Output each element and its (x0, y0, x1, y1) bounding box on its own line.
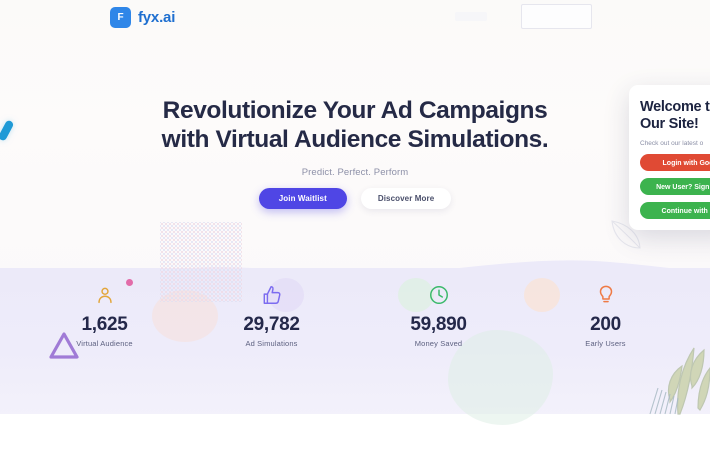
stat-value: 1,625 (81, 314, 128, 335)
stats-row: 1,625 Virtual Audience 29,782 Ad Simulat… (0, 278, 710, 348)
continue-with-email-button[interactable]: Continue with E (640, 202, 710, 219)
clock-icon (384, 278, 494, 312)
stat-early-users: 200 Early Users (551, 278, 661, 348)
hero-headline-line-1: Revolutionize Your Ad Campaigns (162, 97, 548, 124)
brand-logo[interactable]: F fyx.ai (110, 7, 175, 28)
hero-headline: Revolutionize Your Ad Campaigns with Vir… (0, 96, 710, 154)
background-bottom-band (0, 414, 710, 450)
modal-title-line-1: Welcome to (640, 99, 710, 115)
lilac-blob-decoration (268, 278, 304, 312)
stat-label: Early Users (585, 339, 626, 348)
leaf-outline-decoration (611, 220, 641, 249)
green-blob-decoration (398, 278, 434, 312)
login-with-google-button[interactable]: Login with Goo (640, 154, 710, 171)
purple-triangle-decoration (49, 332, 79, 359)
stat-value: 200 (590, 314, 621, 335)
hero-section: Revolutionize Your Ad Campaigns with Vir… (0, 96, 710, 178)
hero-headline-line-2: with Virtual Audience Simulations. (161, 126, 549, 153)
plant-illustration-decoration (649, 347, 710, 415)
stat-ad-simulations: 29,782 Ad Simulations (217, 278, 327, 348)
welcome-modal: Welcome to Our Site! Check out our lates… (629, 85, 710, 230)
logo-wordmark: fyx.ai (138, 9, 176, 26)
logo-mark-icon: F (110, 7, 131, 28)
stat-label: Ad Simulations (245, 339, 298, 348)
dot-grid-decoration (160, 222, 242, 302)
hero-button-row: Join Waitlist Discover More (0, 188, 710, 209)
mint-blob-decoration (448, 330, 553, 425)
background-top-band (0, 0, 710, 285)
join-waitlist-button[interactable]: Join Waitlist (258, 188, 347, 209)
stat-virtual-audience: 1,625 Virtual Audience (50, 278, 160, 348)
thumbs-up-icon (217, 278, 327, 312)
stat-value: 29,782 (243, 314, 300, 335)
orange-blob-decoration (524, 278, 560, 312)
modal-subtext: Check out our latest o (640, 140, 704, 147)
stat-money-saved: 59,890 Money Saved (384, 278, 494, 348)
stat-label: Virtual Audience (76, 339, 133, 348)
stat-label: Money Saved (414, 339, 463, 348)
hero-subtitle: Predict. Perfect. Perform (301, 167, 409, 178)
header-action-button[interactable] (521, 4, 592, 29)
bulb-icon (551, 278, 661, 312)
nav-link-placeholder[interactable] (455, 12, 487, 21)
people-icon (50, 278, 160, 312)
new-user-signup-button[interactable]: New User? Sign up (640, 178, 710, 195)
modal-title-line-2: Our Site! (640, 116, 699, 132)
discover-more-button[interactable]: Discover More (360, 188, 452, 209)
pink-dot-decoration (126, 279, 133, 286)
stat-value: 59,890 (410, 314, 467, 335)
site-header: F fyx.ai (0, 0, 710, 36)
modal-title: Welcome to Our Site! (640, 99, 710, 133)
background-lavender-band (0, 268, 710, 416)
